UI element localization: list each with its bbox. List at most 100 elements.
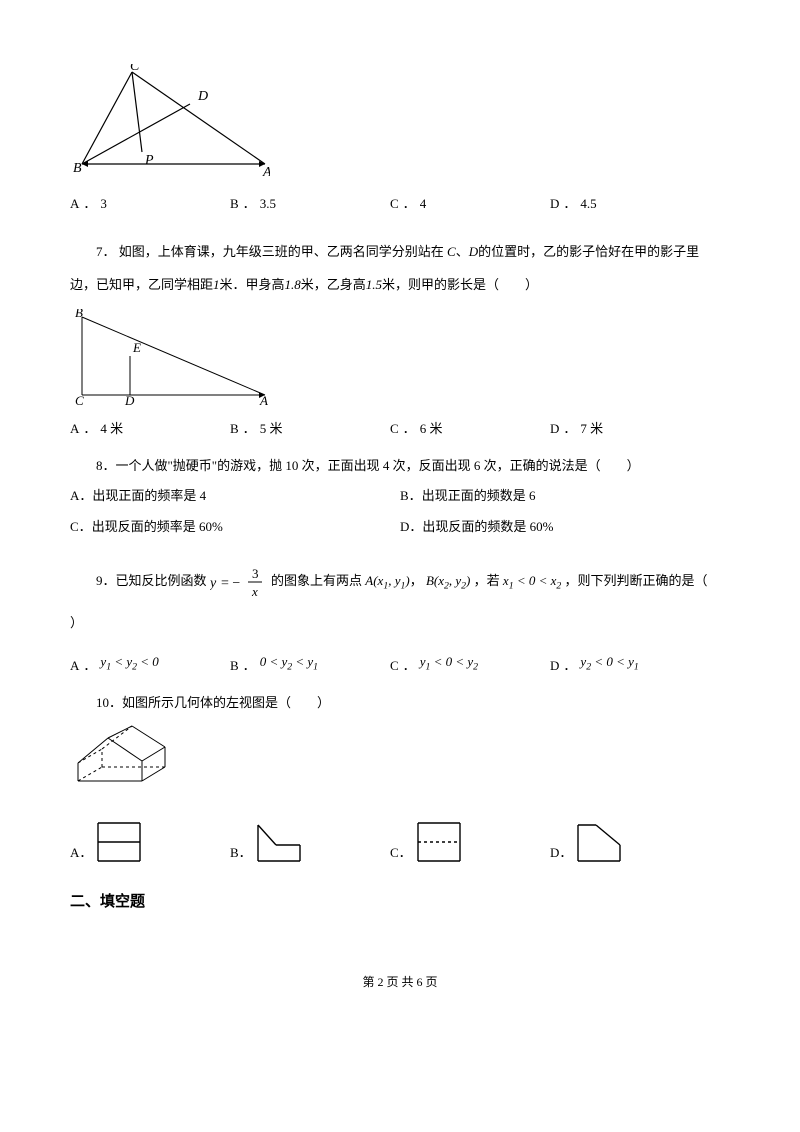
- opt-key: C: [390, 419, 399, 439]
- q9-b: 的图象上有两点: [271, 573, 362, 588]
- q7-opt-d: D．7 米: [550, 419, 710, 439]
- svg-text:D: D: [197, 89, 208, 104]
- q9-close: ）: [70, 613, 730, 633]
- q9-stem: 9．已知反比例函数 y = − 3 x 的图象上有两点 A(x1, y1)， B…: [70, 565, 730, 599]
- q7-stem: 7． 如图，上体育课，九年级三班的甲、乙两名同学分别站在 C、D的位置时，乙的影…: [70, 242, 730, 262]
- opt-key: D: [400, 519, 409, 534]
- svg-text:A: A: [262, 165, 270, 180]
- q6-opt-c: C．4: [390, 194, 550, 214]
- q7-figure: B C D E A: [70, 309, 730, 409]
- q7-u3: 米，则甲的影长是（ ）: [382, 277, 538, 292]
- svg-text:B: B: [73, 161, 82, 176]
- svg-text:B: B: [75, 309, 83, 320]
- q6-svg: BACPD: [70, 64, 270, 184]
- opt-text: 出现正面的频率是 4: [92, 488, 206, 503]
- q7-opt-b: B．5 米: [230, 419, 390, 439]
- q7-u1: 米．甲身高: [220, 277, 285, 292]
- svg-text:D: D: [124, 393, 135, 408]
- page-footer: 第 2 页 共 6 页: [70, 973, 730, 991]
- q6-options: A．3 B．3.5 C．4 D．4.5: [70, 194, 730, 214]
- opt-math: 0 < y2 < y1: [260, 652, 318, 675]
- svg-text:x: x: [251, 584, 258, 599]
- opt-text: 4.5: [580, 194, 596, 214]
- opt-key: D．: [550, 843, 572, 863]
- opt-key: C: [390, 194, 399, 214]
- opt-text: 出现反面的频数是 60%: [422, 519, 553, 534]
- q7-opt-c: C．6 米: [390, 419, 550, 439]
- q10-optD-svg: [576, 821, 622, 863]
- q9-opt-b: B．0 < y2 < y1: [230, 652, 390, 675]
- q7-t2a: 边，已知甲，乙同学相距: [70, 277, 213, 292]
- q10-options: A． B． C． D．: [70, 821, 730, 863]
- opt-key: C: [70, 519, 79, 534]
- q7-t1: ． 如图，上体育课，九年级三班的甲、乙两名同学分别站在: [103, 244, 444, 259]
- q7-opt-a: A．4 米: [70, 419, 230, 439]
- opt-text: 出现反面的频率是 60%: [92, 519, 223, 534]
- q7-svg: B C D E A: [70, 309, 270, 409]
- q9-opt-c: C．y1 < 0 < y2: [390, 652, 550, 675]
- q9-d: ，则下列判断正确的是（: [565, 573, 721, 588]
- q8-options: A．出现正面的频率是 4 B．出现正面的频数是 6 C．出现反面的频率是 60%…: [70, 486, 730, 537]
- q10-solid-svg: [70, 723, 170, 803]
- opt-key: B: [230, 194, 239, 214]
- opt-math: y1 < 0 < y2: [420, 652, 478, 675]
- opt-math: y2 < 0 < y1: [580, 652, 638, 675]
- svg-text:= −: = −: [221, 576, 240, 591]
- opt-key: B: [400, 488, 409, 503]
- opt-key: C．: [390, 843, 412, 863]
- q8-opt-b: B．出现正面的频数是 6: [400, 486, 730, 506]
- opt-text: 6 米: [420, 419, 443, 439]
- opt-text: 5 米: [260, 419, 283, 439]
- svg-text:P: P: [144, 153, 154, 168]
- opt-text: 3.5: [260, 194, 276, 214]
- opt-key: B: [230, 419, 239, 439]
- q7-v3: 1.5: [366, 277, 382, 292]
- svg-text:E: E: [132, 340, 141, 355]
- svg-text:y: y: [210, 576, 217, 591]
- q10-opt-b: B．: [230, 821, 390, 863]
- q-number: 10: [96, 695, 109, 710]
- svg-text:C: C: [75, 393, 84, 408]
- q7-t1b: 的位置时，乙的影子恰好在甲的影子里: [478, 244, 699, 259]
- q9-opt-a: A．y1 < y2 < 0: [70, 652, 230, 675]
- opt-key: B: [230, 656, 239, 676]
- q10-optB-svg: [256, 821, 302, 863]
- opt-key: D: [550, 419, 559, 439]
- q7-v2: 1.8: [285, 277, 301, 292]
- q9-a: ．已知反比例函数: [103, 573, 207, 588]
- q7-D: D: [469, 244, 478, 259]
- q9-formula: y = − 3 x: [210, 565, 268, 599]
- opt-key: A．: [70, 843, 92, 863]
- q9-options: A．y1 < y2 < 0 B．0 < y2 < y1 C．y1 < 0 < y…: [70, 652, 730, 675]
- section-2-title: 二、填空题: [70, 891, 730, 914]
- q8-opt-d: D．出现反面的频数是 60%: [400, 517, 730, 537]
- q6-figure: BACPD: [70, 64, 730, 184]
- opt-key: B．: [230, 843, 252, 863]
- opt-key: A: [70, 488, 79, 503]
- q6-opt-b: B．3.5: [230, 194, 390, 214]
- q6-opt-d: D．4.5: [550, 194, 710, 214]
- q9-ptA: A(x1, y1): [365, 573, 409, 588]
- q7-stem-line2: 边，已知甲，乙同学相距1米．甲身高1.8米，乙身高1.5米，则甲的影长是（ ）: [70, 275, 730, 295]
- opt-key: A: [70, 194, 79, 214]
- q10-stem: 10．如图所示几何体的左视图是（ ）: [70, 693, 730, 713]
- opt-math: y1 < y2 < 0: [100, 652, 158, 675]
- opt-text: 4: [420, 194, 427, 214]
- q9-opt-d: D．y2 < 0 < y1: [550, 652, 710, 675]
- svg-text:A: A: [259, 393, 268, 408]
- q10-opt-d: D．: [550, 821, 710, 863]
- q9-cond: x1 < 0 < x2: [503, 573, 561, 588]
- q6-opt-a: A．3: [70, 194, 230, 214]
- opt-key: C: [390, 656, 399, 676]
- q8-text: ．一个人做"抛硬币"的游戏，抛 10 次，正面出现 4 次，反面出现 6 次，正…: [103, 458, 640, 473]
- q7-options: A．4 米 B．5 米 C．6 米 D．7 米: [70, 419, 730, 439]
- q10-opt-a: A．: [70, 821, 230, 863]
- frac-icon: y = − 3 x: [210, 565, 268, 599]
- q8-opt-a: A．出现正面的频率是 4: [70, 486, 400, 506]
- opt-text: 4 米: [100, 419, 123, 439]
- opt-key: A: [70, 419, 79, 439]
- opt-text: 3: [100, 194, 107, 214]
- q10-optA-svg: [96, 821, 142, 863]
- q7-C: C: [447, 244, 456, 259]
- q7-sep: 、: [456, 244, 469, 259]
